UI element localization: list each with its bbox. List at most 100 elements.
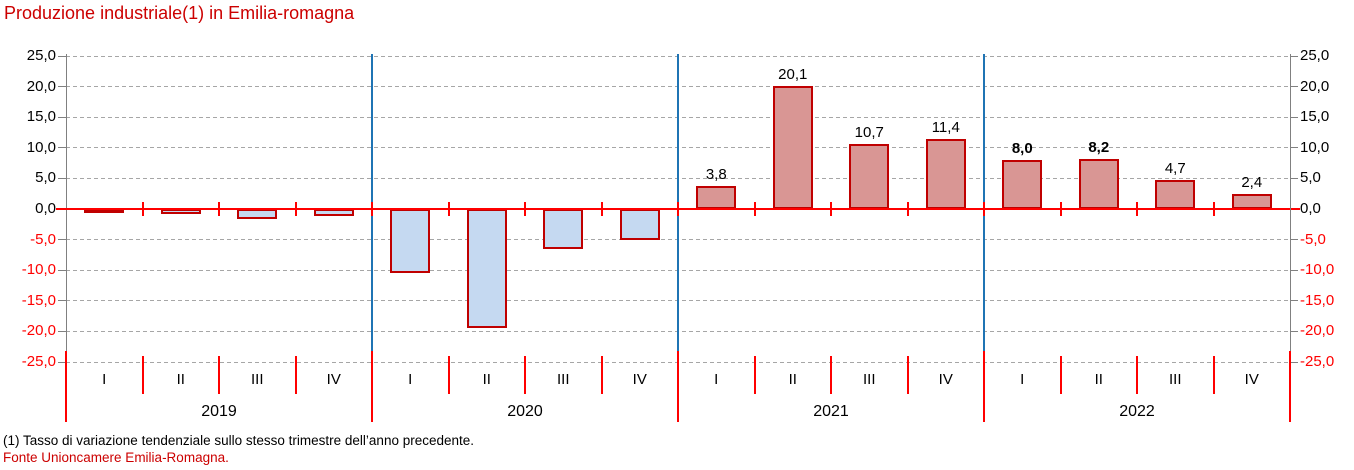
y-axis-tick-right xyxy=(1290,330,1298,332)
zero-tick xyxy=(141,202,144,216)
quarter-label: I xyxy=(102,371,107,388)
y-axis-tick-right xyxy=(1290,86,1298,88)
zero-tick xyxy=(447,202,450,216)
bar xyxy=(466,209,507,329)
year-label: 2020 xyxy=(507,403,543,420)
quarter-label: III xyxy=(250,371,264,388)
y-axis-tick-left xyxy=(58,239,66,241)
bar xyxy=(390,209,431,274)
bar xyxy=(543,209,584,250)
bar xyxy=(237,209,278,220)
axis-line-right xyxy=(1289,54,1291,362)
quarter-tick xyxy=(218,356,220,394)
y-axis-tick-left xyxy=(58,300,66,302)
y-tick-label-left: 10,0 xyxy=(26,138,56,156)
zero-tick xyxy=(906,202,909,216)
bar xyxy=(84,209,125,213)
year-label: 2021 xyxy=(813,403,849,420)
y-tick-label-left: -5,0 xyxy=(30,230,56,248)
y-tick-label-right: -15,0 xyxy=(1300,291,1335,309)
bar-label: 8,0 xyxy=(1011,140,1033,158)
bar-label: 10,7 xyxy=(854,123,884,141)
quarter-tick xyxy=(906,356,909,394)
footnote-text: (1) Tasso di variazione tendenziale sull… xyxy=(3,433,475,448)
y-tick-label-left: 0,0 xyxy=(35,200,56,217)
y-tick-label-left: 15,0 xyxy=(26,108,56,126)
bar-label: 11,4 xyxy=(931,119,960,137)
quarter-label: I xyxy=(1020,371,1025,388)
quarter-label: II xyxy=(788,371,797,388)
y-tick-label-left: 5,0 xyxy=(35,169,56,187)
quarter-tick xyxy=(830,356,832,394)
quarter-label: III xyxy=(862,371,876,388)
y-tick-label-right: 5,0 xyxy=(1300,169,1321,187)
y-axis-tick-right xyxy=(1290,177,1298,179)
y-tick-label-right: 15,0 xyxy=(1300,108,1330,126)
quarter-label: IV xyxy=(1244,371,1259,388)
quarter-label: III xyxy=(1168,371,1182,388)
y-tick-label-right: -5,0 xyxy=(1300,230,1326,248)
zero-tick xyxy=(294,202,297,216)
quarter-tick xyxy=(1212,356,1215,394)
y-axis-zero-tick-right xyxy=(1281,208,1300,210)
zero-tick xyxy=(830,202,832,216)
y-tick-label-left: 25,0 xyxy=(26,47,56,64)
y-axis-tick-left xyxy=(58,116,66,118)
zero-tick xyxy=(677,202,679,216)
zero-tick xyxy=(600,202,603,216)
year-boundary-line xyxy=(371,351,373,422)
zero-tick xyxy=(1212,202,1215,216)
quarter-tick xyxy=(753,356,756,394)
bar-label: 20,1 xyxy=(778,65,808,83)
year-boundary-line xyxy=(677,351,679,422)
y-tick-label-right: 25,0 xyxy=(1300,47,1330,64)
bar xyxy=(1002,160,1043,209)
quarter-label: I xyxy=(408,371,413,388)
zero-tick xyxy=(983,202,985,216)
quarter-tick xyxy=(1136,356,1138,394)
y-tick-label-left: -10,0 xyxy=(21,261,56,279)
y-tick-label-right: 0,0 xyxy=(1300,200,1321,217)
bar xyxy=(696,185,737,209)
bar xyxy=(313,209,354,217)
bar xyxy=(1231,194,1272,209)
zero-tick xyxy=(218,202,220,216)
source-text: Fonte Unioncamere Emilia-Romagna. xyxy=(3,450,229,465)
zero-tick xyxy=(524,202,526,216)
y-tick-label-left: -20,0 xyxy=(21,322,56,340)
zero-tick xyxy=(753,202,756,216)
zero-tick xyxy=(371,202,373,216)
zero-tick xyxy=(1059,202,1062,216)
y-axis-tick-left xyxy=(58,361,66,363)
y-axis-tick-right xyxy=(1290,361,1298,363)
y-axis-tick-right xyxy=(1290,116,1298,118)
y-axis-tick-left xyxy=(58,147,66,149)
y-tick-label-right: -20,0 xyxy=(1300,322,1335,340)
bar xyxy=(849,143,890,209)
bar xyxy=(1078,158,1119,209)
y-tick-label-left: -25,0 xyxy=(21,353,56,370)
y-axis-tick-left xyxy=(58,177,66,179)
quarter-label: IV xyxy=(632,371,647,388)
quarter-label: I xyxy=(714,371,719,388)
y-tick-label-right: -10,0 xyxy=(1300,261,1335,279)
y-axis-tick-right xyxy=(1290,239,1298,241)
quarter-label: II xyxy=(482,371,491,388)
y-tick-label-left: -15,0 xyxy=(21,291,56,309)
quarter-tick xyxy=(294,356,297,394)
y-tick-label-right: 10,0 xyxy=(1300,138,1330,156)
year-label: 2022 xyxy=(1119,403,1155,420)
bar-label: 2,4 xyxy=(1241,174,1263,192)
year-label: 2019 xyxy=(201,403,237,420)
year-boundary-line xyxy=(983,351,985,422)
bar xyxy=(619,209,660,241)
y-axis-tick-right xyxy=(1290,147,1298,149)
quarter-tick xyxy=(600,356,603,394)
bar xyxy=(1155,180,1196,209)
quarter-label: II xyxy=(176,371,185,388)
quarter-tick xyxy=(447,356,450,394)
y-axis-tick-right xyxy=(1290,269,1298,271)
y-axis-tick-left xyxy=(58,269,66,271)
bar-label: 4,7 xyxy=(1164,160,1186,178)
